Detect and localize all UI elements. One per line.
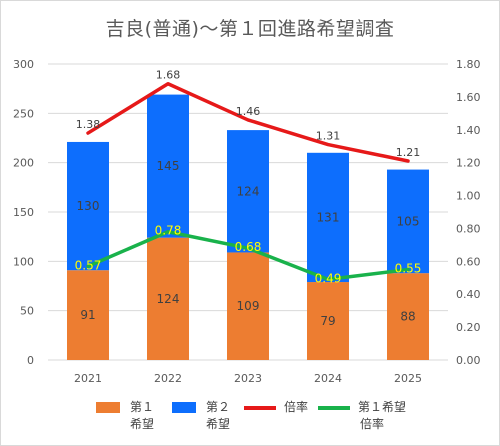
legend-swatch-bar2	[172, 402, 196, 413]
y-right-tick-label: 0.60	[456, 255, 481, 268]
y-left-tick-label: 100	[13, 255, 34, 268]
legend-label-ratio1: 第１希望 倍率	[358, 399, 406, 433]
bar-second-choice	[67, 141, 109, 271]
y-right-tick-label: 1.80	[456, 58, 481, 71]
bar-first-choice-label: 88	[400, 310, 415, 324]
bar-second-choice	[147, 94, 189, 238]
y-left-tick-label: 0	[27, 354, 34, 367]
bar-second-choice-label: 130	[77, 199, 100, 213]
legend-swatch-ratio1	[318, 406, 350, 410]
legend-label-bar2: 第２ 希望	[206, 399, 230, 433]
y-right-tick-label: 0.80	[456, 222, 481, 235]
legend-label-ratio1-line1: 第１希望	[358, 400, 407, 414]
ratio-label: 1.68	[156, 69, 181, 82]
legend-swatch-ratio	[244, 406, 276, 410]
x-tick-label: 2025	[394, 372, 422, 385]
ratio-label: 1.31	[316, 130, 341, 143]
y-right-tick-label: 0.40	[456, 288, 481, 301]
legend-label-bar2-line1: 第２	[206, 400, 231, 414]
bar-second-choice	[227, 130, 269, 253]
y-left-tick-label: 200	[13, 157, 34, 170]
y-left-tick-label: 150	[13, 206, 34, 219]
bar-second-choice-label: 124	[237, 184, 260, 198]
first-choice-ratio-label: 0.49	[315, 271, 342, 285]
ratio-line	[86, 81, 410, 163]
bar-first-choice	[67, 270, 109, 360]
bar-first-choice	[147, 237, 189, 360]
bar-first-choice-label: 124	[157, 292, 180, 306]
legend-label-bar1: 第１ 希望	[130, 399, 154, 433]
ratio-label: 1.38	[76, 118, 101, 131]
x-tick-label: 2024	[314, 372, 342, 385]
legend-label-ratio: 倍率	[284, 400, 309, 414]
first-choice-ratio-label: 0.55	[395, 262, 422, 276]
legend-label-bar1-line2: 希望	[130, 417, 155, 431]
chart-title: 吉良(普通)～第１回進路希望調査	[105, 18, 395, 40]
first-choice-ratio-label: 0.57	[75, 258, 102, 272]
y-right-tick-label: 1.20	[456, 157, 481, 170]
legend-label-bar2-line2: 希望	[206, 417, 231, 431]
y-right-tick-label: 1.00	[456, 190, 481, 203]
bar-first-choice-label: 79	[320, 314, 335, 328]
bar-first-choice	[307, 282, 349, 360]
y-right-tick-label: 0.20	[456, 321, 481, 334]
x-tick-label: 2021	[74, 372, 102, 385]
ratio-label: 1.46	[236, 105, 261, 118]
y-left-tick-label: 250	[13, 107, 34, 120]
legend-label-bar1-line1: 第１	[130, 400, 155, 414]
y-right-tick-label: 1.40	[456, 124, 481, 137]
bar-second-choice	[307, 152, 349, 283]
legend-swatch-bar1	[96, 402, 120, 413]
y-left-tick-label: 50	[20, 305, 34, 318]
bar-second-choice-label: 145	[157, 159, 180, 173]
y-right-tick-label: 0.00	[456, 354, 481, 367]
x-tick-label: 2023	[234, 372, 262, 385]
first-choice-ratio-label: 0.68	[235, 240, 262, 254]
bar-second-choice	[387, 169, 429, 274]
bar-first-choice	[227, 252, 269, 360]
bar-first-choice	[387, 273, 429, 360]
first-choice-ratio-label: 0.78	[155, 224, 182, 238]
bar-first-choice-label: 109	[237, 299, 260, 313]
bar-first-choice-label: 91	[80, 308, 95, 322]
x-tick-label: 2022	[154, 372, 182, 385]
bar-second-choice-label: 131	[317, 210, 340, 224]
first-choice-ratio-line	[86, 229, 410, 282]
bar-second-choice-label: 105	[397, 214, 420, 228]
ratio-label: 1.21	[396, 146, 421, 159]
legend-label-ratio1-line2: 倍率	[360, 417, 385, 431]
y-left-tick-label: 300	[13, 58, 34, 71]
y-right-tick-label: 1.60	[456, 91, 481, 104]
